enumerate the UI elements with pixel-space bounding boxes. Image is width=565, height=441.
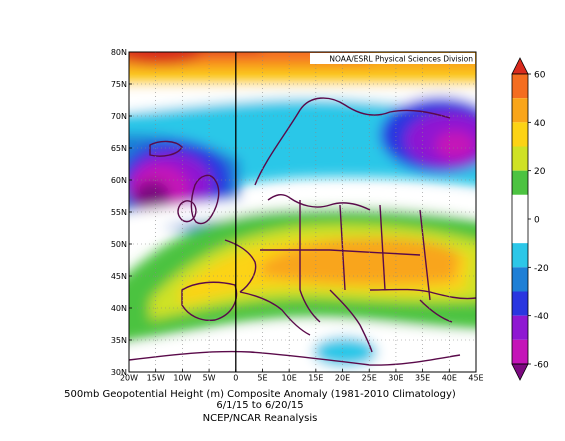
colorbar-bin bbox=[512, 291, 528, 316]
grid-lines bbox=[129, 52, 476, 372]
longitude-label: 20W bbox=[120, 374, 138, 383]
colorbar-top-arrow bbox=[511, 57, 529, 75]
colorbar-bin bbox=[512, 267, 528, 292]
colorbar-label: -20 bbox=[534, 264, 549, 274]
longitude-label: 30E bbox=[388, 374, 403, 383]
longitude-label: 20E bbox=[335, 374, 350, 383]
longitude-label: 15E bbox=[308, 374, 323, 383]
longitude-label: 15W bbox=[147, 374, 165, 383]
colorbar-bin bbox=[512, 339, 528, 364]
colorbar-bin bbox=[512, 74, 528, 99]
latitude-label: 50N bbox=[111, 240, 127, 249]
colorbar-bin bbox=[512, 98, 528, 123]
latitude-labels: 80N 75N 70N 65N 60N 55N 50N 45N 40N 35N 30N bbox=[111, 48, 132, 377]
longitude-label: 5W bbox=[203, 374, 216, 383]
colorbar-label: -60 bbox=[534, 361, 549, 371]
colorbar-bin bbox=[512, 219, 528, 244]
colorbar-bin bbox=[512, 122, 528, 147]
colorbar-bin bbox=[512, 243, 528, 268]
latitude-label: 65N bbox=[111, 144, 127, 153]
longitude-labels: 20W 15W 10W 5W 0 5E 10E 15E 20E 25E 30E 35E 40E 45E bbox=[120, 369, 484, 383]
latitude-label: 75N bbox=[111, 80, 127, 89]
longitude-label: 45E bbox=[468, 374, 483, 383]
latitude-label: 40N bbox=[111, 304, 127, 313]
anomaly-field bbox=[129, 52, 476, 372]
coastlines bbox=[129, 97, 476, 366]
longitude-label: 10W bbox=[173, 374, 191, 383]
latitude-label: 30N bbox=[111, 368, 127, 377]
latitude-label: 35N bbox=[111, 336, 127, 345]
colorbar-bin bbox=[512, 170, 528, 195]
source-box bbox=[310, 53, 475, 64]
colorbar-label: -40 bbox=[534, 312, 549, 322]
source-label: NOAA/ESRL Physical Sciences Division bbox=[329, 55, 473, 64]
colorbar-label: 60 bbox=[534, 71, 546, 81]
longitude-label: 5E bbox=[257, 374, 267, 383]
colorbar-label: 40 bbox=[534, 119, 546, 129]
longitude-label: 35E bbox=[415, 374, 430, 383]
longitude-label: 10E bbox=[282, 374, 297, 383]
caption-date-range: 6/1/15 to 6/20/15 bbox=[216, 400, 304, 411]
colorbar-bin bbox=[512, 146, 528, 171]
colorbar-bin bbox=[512, 194, 528, 219]
latitude-label: 45N bbox=[111, 272, 127, 281]
latitude-label: 60N bbox=[111, 176, 127, 185]
colorbar bbox=[511, 57, 529, 381]
latitude-label: 70N bbox=[111, 112, 127, 121]
latitude-label: 55N bbox=[111, 208, 127, 217]
colorbar-bottom-arrow bbox=[511, 363, 529, 381]
colorbar-labels: 60 40 20 0 -20 -40 -60 bbox=[528, 71, 549, 371]
longitude-label: 25E bbox=[362, 374, 377, 383]
caption-source: NCEP/NCAR Reanalysis bbox=[202, 413, 318, 424]
latitude-label: 80N bbox=[111, 48, 127, 57]
colorbar-label: 0 bbox=[534, 216, 540, 226]
colorbar-bin bbox=[512, 315, 528, 340]
longitude-label: 40E bbox=[442, 374, 457, 383]
longitude-label: 0 bbox=[233, 374, 238, 383]
caption-title: 500mb Geopotential Height (m) Composite … bbox=[64, 389, 456, 400]
colorbar-label: 20 bbox=[534, 167, 546, 177]
